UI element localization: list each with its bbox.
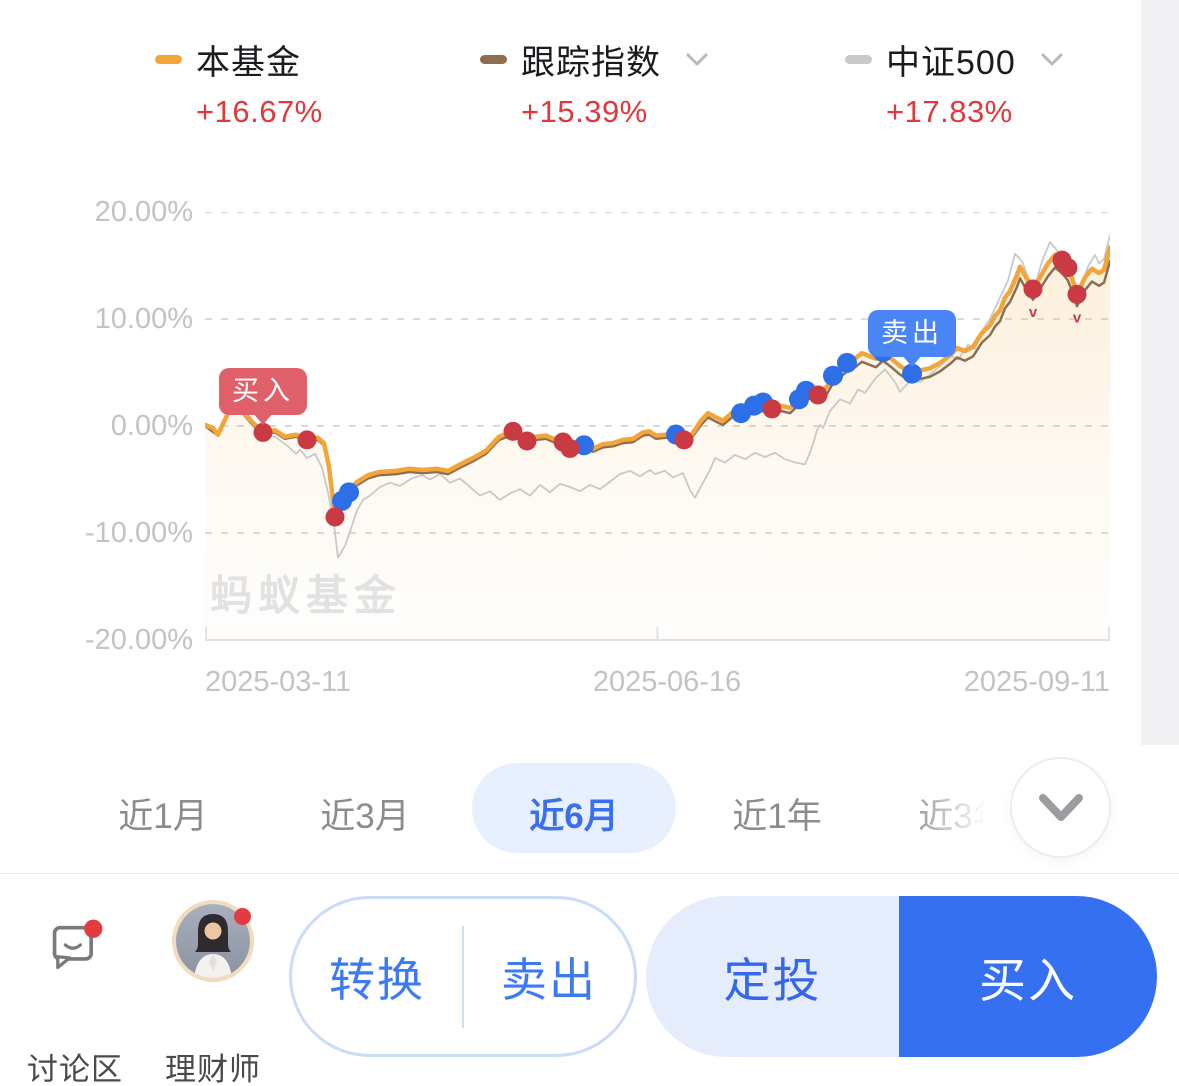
auto-invest-button[interactable]: 定投 bbox=[646, 896, 899, 1057]
chevron-down-icon[interactable] bbox=[685, 52, 709, 67]
svg-text:v: v bbox=[1029, 304, 1038, 321]
time-range-tabs: 近1月 近3月 近6月 近1年 近3年 bbox=[0, 745, 1179, 866]
watermark: 蚂蚁基金 bbox=[210, 572, 403, 619]
buy-button[interactable]: 买入 bbox=[899, 896, 1157, 1057]
legend-fund-label: 本基金 bbox=[196, 43, 301, 82]
tooltip-pointer bbox=[253, 413, 273, 426]
legend-csi500-label: 中证500 bbox=[886, 43, 1016, 82]
advisor-label: 理财师 bbox=[165, 1052, 261, 1086]
chat-bubble-icon bbox=[47, 918, 103, 974]
convert-button[interactable]: 转换 bbox=[329, 953, 425, 1006]
convert-sell-group: 转换 卖出 bbox=[289, 896, 637, 1057]
right-gutter bbox=[1141, 0, 1179, 866]
y-axis-tick: 10.00% bbox=[94, 303, 193, 335]
legend-item-csi500[interactable]: 中证500 +17.83% bbox=[845, 36, 1064, 130]
fund-line-swatch bbox=[155, 54, 182, 64]
active-tab-pill bbox=[472, 763, 676, 853]
chevron-down-icon[interactable] bbox=[1040, 52, 1064, 67]
y-axis-tick: 20.00% bbox=[94, 196, 193, 228]
legend-tracking-index-label: 跟踪指数 bbox=[521, 43, 661, 82]
tracking-index-return-value: +15.39% bbox=[521, 94, 648, 129]
sell-button[interactable]: 卖出 bbox=[501, 953, 597, 1006]
x-axis-tick: 2025-09-11 bbox=[963, 666, 1110, 698]
chevron-down-icon bbox=[1038, 793, 1083, 821]
fund-return-value: +16.67% bbox=[196, 94, 323, 129]
y-axis-tick: 0.00% bbox=[110, 410, 193, 442]
discussion-label: 讨论区 bbox=[27, 1052, 123, 1086]
x-axis-tick: 2025-03-11 bbox=[205, 666, 352, 698]
tab-fade-overlay bbox=[905, 755, 1017, 859]
tab-1y[interactable]: 近1年 bbox=[732, 797, 822, 836]
button-divider bbox=[462, 925, 464, 1028]
trade-marker-tooltip: 买入 bbox=[219, 368, 307, 416]
expand-ranges-button[interactable] bbox=[1010, 757, 1111, 858]
y-axis-tick: -20.00% bbox=[84, 624, 193, 656]
legend-item-tracking-index[interactable]: 跟踪指数 +15.39% bbox=[480, 36, 709, 130]
trade-marker-tooltip: 卖出 bbox=[868, 309, 956, 357]
svg-text:v: v bbox=[1073, 309, 1082, 326]
csi500-swatch bbox=[845, 54, 872, 64]
tab-3m[interactable]: 近3月 bbox=[320, 797, 410, 836]
tab-6m-active[interactable]: 近6月 bbox=[529, 797, 619, 836]
discussion-shortcut[interactable]: 讨论区 bbox=[20, 918, 130, 1086]
tracking-index-swatch bbox=[480, 54, 507, 64]
tab-1m[interactable]: 近1月 bbox=[118, 797, 208, 836]
advisor-shortcut[interactable]: 理财师 bbox=[158, 904, 268, 1086]
y-axis-tick: -10.00% bbox=[84, 517, 193, 549]
tooltip-pointer bbox=[902, 354, 922, 367]
legend-item-fund[interactable]: 本基金 +16.67% bbox=[155, 36, 323, 130]
notification-badge bbox=[234, 908, 251, 925]
bottom-action-bar: 讨论区 理财师 转换 卖出 定投 买入 bbox=[0, 873, 1179, 1086]
csi500-return-value: +17.83% bbox=[886, 94, 1013, 129]
x-axis-tick: 2025-06-16 bbox=[592, 666, 742, 698]
